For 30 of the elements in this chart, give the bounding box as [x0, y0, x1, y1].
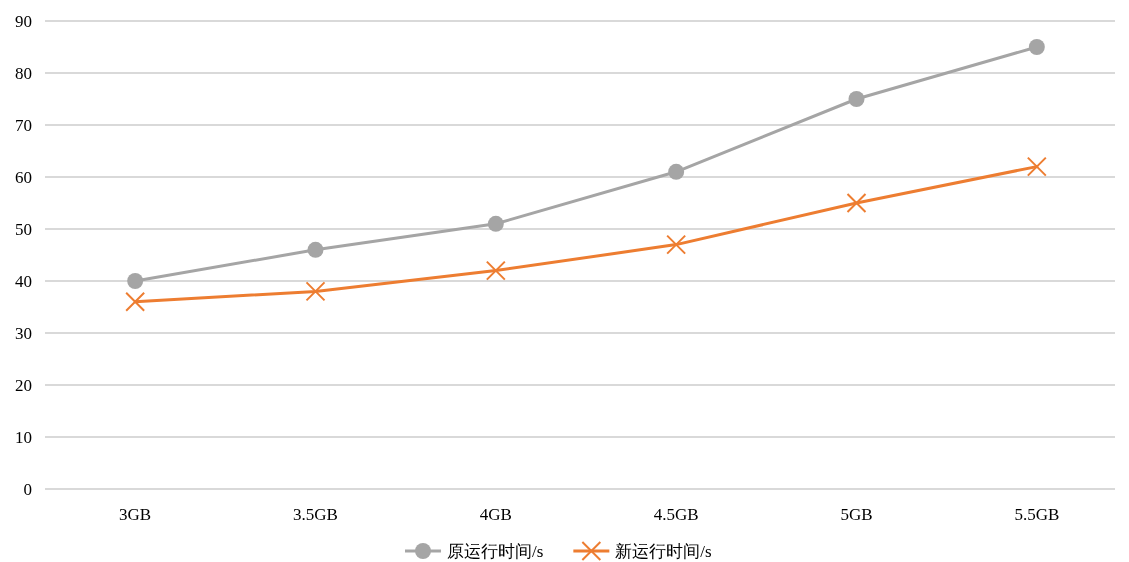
x-tick-label: 5GB: [840, 505, 873, 524]
point: [127, 273, 144, 289]
y-tick-label: 80: [15, 64, 32, 83]
y-tick-label: 30: [15, 324, 32, 343]
y-tick-label: 40: [15, 272, 32, 291]
point: [848, 91, 865, 107]
x-tick-label: 3.5GB: [293, 505, 338, 524]
y-tick-label: 0: [23, 480, 32, 499]
point: [305, 281, 326, 302]
x-tick-label: 4.5GB: [653, 505, 699, 524]
point: [125, 291, 146, 312]
legend-label: 原运行时间/s: [447, 542, 544, 561]
legend-label: 新运行时间/s: [615, 542, 712, 561]
point: [307, 241, 324, 258]
y-tick-label: 10: [15, 428, 32, 447]
x-tick-label: 5.5GB: [1014, 505, 1060, 524]
point: [846, 193, 867, 213]
point: [487, 215, 504, 232]
point: [668, 163, 685, 180]
point: [1026, 156, 1047, 177]
point: [1028, 39, 1045, 55]
y-tick-label: 20: [15, 376, 32, 395]
y-tick-label: 60: [15, 168, 32, 187]
point: [666, 234, 687, 255]
x-tick-label: 4GB: [479, 505, 512, 524]
y-tick-label: 70: [15, 116, 32, 135]
point: [485, 260, 506, 281]
y-tick-label: 90: [15, 12, 32, 31]
y-tick-label: 50: [15, 220, 32, 239]
x-tick-label: 3GB: [119, 505, 152, 524]
